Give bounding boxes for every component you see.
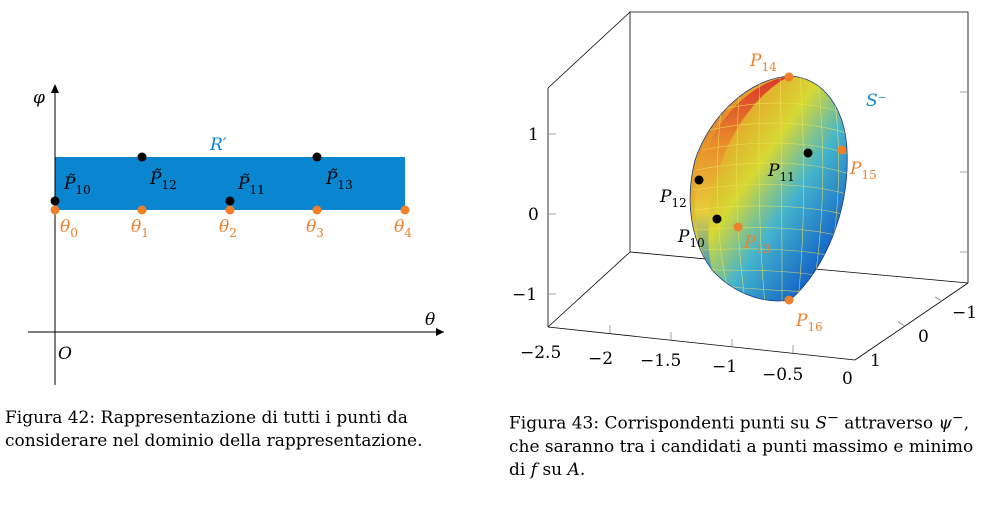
z-tick-minus1: −1	[512, 285, 537, 305]
theta-axis-arrow-icon	[436, 328, 444, 336]
point-p11-tilde	[225, 196, 235, 206]
theta-label-3: θ3	[306, 217, 324, 240]
x-tick-minus1-5: −1.5	[640, 351, 681, 371]
theta-point-1	[137, 205, 147, 215]
label-p12: P12	[659, 187, 687, 210]
caption-symbol-psi-sup: −	[951, 410, 964, 426]
origin-label: O	[58, 344, 72, 364]
surface-mesh	[692, 76, 848, 301]
region-label: R′	[209, 135, 227, 155]
surface-plot: 1 0 −1 −2.5 −2 −1.5 −1 −0.5 0 1 0 −1 S⁻ …	[512, 11, 977, 389]
point-p16	[784, 295, 794, 305]
caption-figure-43-prefix: Figura 43:	[509, 413, 600, 434]
x-tick-0: 0	[842, 369, 853, 389]
y-tick-0: 0	[918, 327, 929, 347]
theta-point-3	[312, 205, 322, 215]
phi-axis-label: φ	[33, 88, 45, 108]
x-tick-minus1: −1	[712, 357, 737, 377]
theta-label-1: θ1	[131, 217, 149, 240]
surface-rim	[694, 76, 790, 270]
caption-symbol-f: f	[530, 459, 538, 480]
theta-label-4: θ4	[394, 217, 412, 240]
point-p12	[694, 175, 704, 185]
label-p13-tilde: P̃13	[325, 169, 353, 192]
point-p12-tilde	[137, 152, 147, 162]
theta-point-0	[50, 205, 60, 215]
point-p13	[733, 222, 743, 232]
caption-figure-43-part5: .	[579, 459, 586, 480]
caption-symbol-s: S	[815, 413, 827, 434]
point-p13-tilde	[312, 152, 322, 162]
caption-figure-42-text: Rappresentazione di tutti i punti da con…	[5, 408, 423, 451]
phi-axis-arrow-icon	[51, 84, 59, 93]
y-tick-minus1: −1	[952, 303, 977, 323]
domain-figure: θ φ O R′ θ0 θ1 θ2 θ3 θ4 P̃10 P̃12 P̃11 P…	[0, 0, 470, 400]
theta-axis-label: θ	[425, 310, 435, 330]
caption-figure-42-prefix: Figura 42:	[5, 408, 96, 428]
x-tick-minus2: −2	[588, 349, 613, 369]
z-tick-1: 1	[528, 125, 539, 145]
label-p10: P10	[677, 227, 705, 250]
y-tick-1: 1	[870, 351, 881, 371]
bounding-box	[547, 11, 969, 361]
caption-figure-43: Figura 43: Corrispondenti punti su S− at…	[509, 407, 984, 482]
z-tick-0: 0	[528, 205, 539, 225]
surface-label: S⁻	[866, 91, 887, 111]
caption-symbol-a: A	[567, 459, 580, 480]
caption-figure-43-part1: Corrispondenti punti su	[604, 413, 810, 434]
point-p11	[803, 148, 813, 158]
label-p11: P11	[767, 161, 795, 184]
caption-symbol-s-sup: −	[826, 410, 839, 426]
point-p10-tilde	[50, 196, 60, 206]
label-p15: P15	[849, 159, 877, 182]
label-p13: P13	[743, 233, 771, 256]
caption-figure-43-part3: , che saranno tra i candidati a punti ma…	[509, 413, 974, 480]
caption-figure-42: Figura 42: Rappresentazione di tutti i p…	[5, 407, 460, 453]
x-tick-minus0-5: −0.5	[762, 365, 803, 385]
theta-label-0: θ0	[60, 217, 78, 240]
x-tick-minus2-5: −2.5	[520, 343, 561, 363]
label-p12-tilde: P̃12	[149, 169, 177, 192]
theta-point-2	[225, 205, 235, 215]
tick-marks	[548, 91, 968, 353]
label-p14: P14	[749, 51, 777, 74]
surface-figure: 1 0 −1 −2.5 −2 −1.5 −1 −0.5 0 1 0 −1 S⁻ …	[490, 0, 990, 400]
label-p16: P16	[795, 311, 823, 334]
label-p10-tilde: P̃10	[63, 174, 91, 197]
point-p15	[837, 145, 847, 155]
label-p11-tilde: P̃11	[237, 174, 265, 197]
point-p10	[712, 214, 722, 224]
caption-symbol-psi: ψ	[938, 413, 952, 434]
caption-figure-43-part2: attraverso	[844, 413, 934, 434]
caption-figure-43-part4: su	[542, 459, 563, 480]
theta-point-4	[400, 205, 410, 215]
theta-label-2: θ2	[219, 217, 237, 240]
point-p14	[784, 72, 794, 82]
domain-plot: θ φ O R′ θ0 θ1 θ2 θ3 θ4 P̃10 P̃12 P̃11 P…	[28, 84, 444, 385]
